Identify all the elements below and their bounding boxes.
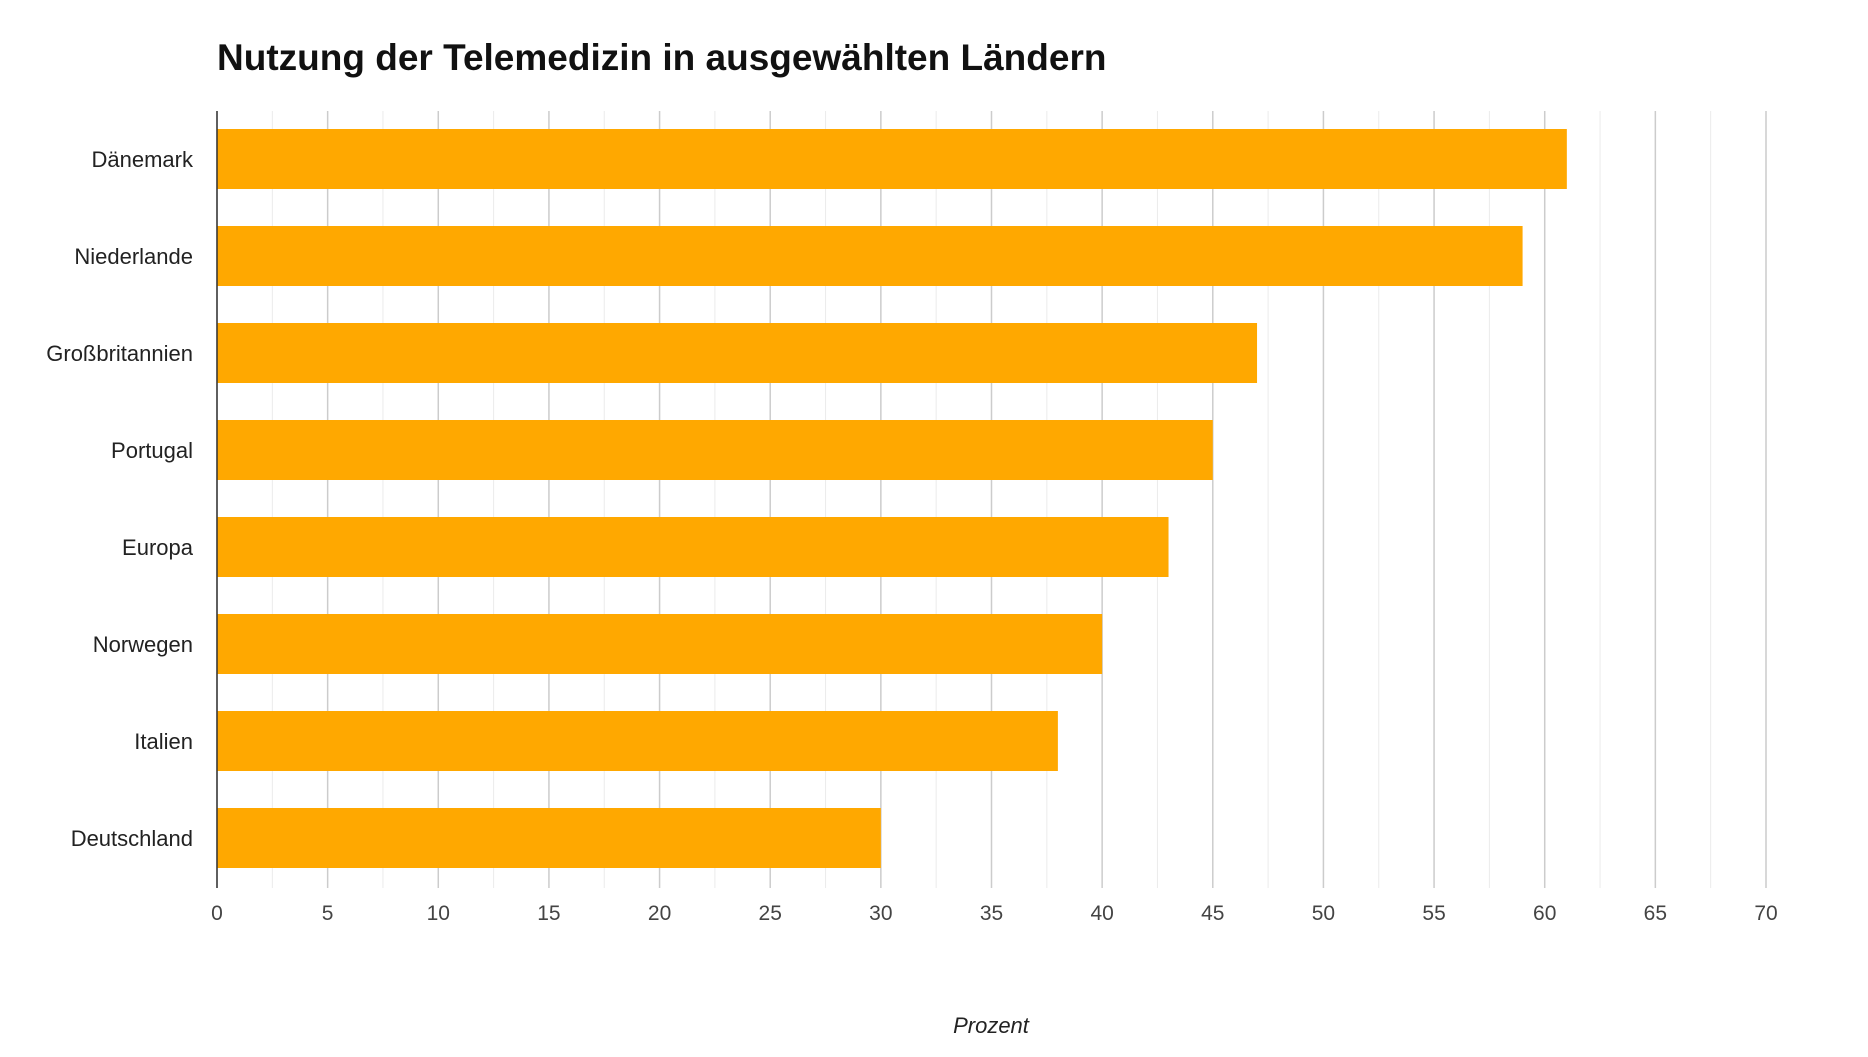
- bar: [217, 129, 1567, 189]
- x-tick-labels: 0 5 10 15 20 25 30 35 40 45 50 55 60 65 70: [211, 902, 1778, 925]
- x-tick-label: 55: [1422, 902, 1445, 925]
- category-label: Italien: [134, 729, 193, 754]
- category-label: Norwegen: [93, 632, 193, 657]
- category-label: Dänemark: [92, 147, 194, 172]
- x-tick-label: 0: [211, 902, 223, 925]
- category-label: Niederlande: [74, 244, 193, 269]
- category-labels: Dänemark Niederlande Großbritannien Portuga…: [46, 147, 194, 851]
- category-label: Deutschland: [71, 826, 193, 851]
- x-axis-label: Prozent: [953, 1013, 1030, 1038]
- category-label: Portugal: [111, 438, 193, 463]
- bars: [217, 129, 1567, 868]
- bar: [217, 614, 1103, 674]
- bar: [217, 226, 1523, 286]
- x-tick-label: 30: [869, 902, 892, 925]
- x-tick-label: 60: [1533, 902, 1556, 925]
- bar: [217, 808, 881, 868]
- x-tick-label: 65: [1644, 902, 1667, 925]
- x-tick-label: 70: [1754, 902, 1777, 925]
- x-tick-label: 35: [980, 902, 1003, 925]
- x-tick-label: 45: [1201, 902, 1224, 925]
- bar: [217, 323, 1258, 383]
- bar: [217, 517, 1169, 577]
- x-tick-label: 20: [648, 902, 671, 925]
- bar: [217, 420, 1213, 480]
- x-tick-label: 40: [1090, 902, 1113, 925]
- x-tick-label: 25: [759, 902, 782, 925]
- category-label: Europa: [122, 535, 194, 560]
- category-label: Großbritannien: [46, 341, 193, 366]
- bar: [217, 711, 1058, 771]
- x-tick-label: 10: [427, 902, 450, 925]
- x-tick-label: 5: [322, 902, 334, 925]
- x-tick-label: 15: [537, 902, 560, 925]
- x-tick-label: 50: [1312, 902, 1335, 925]
- chart-title: Nutzung der Telemedizin in ausgewählten …: [217, 37, 1106, 78]
